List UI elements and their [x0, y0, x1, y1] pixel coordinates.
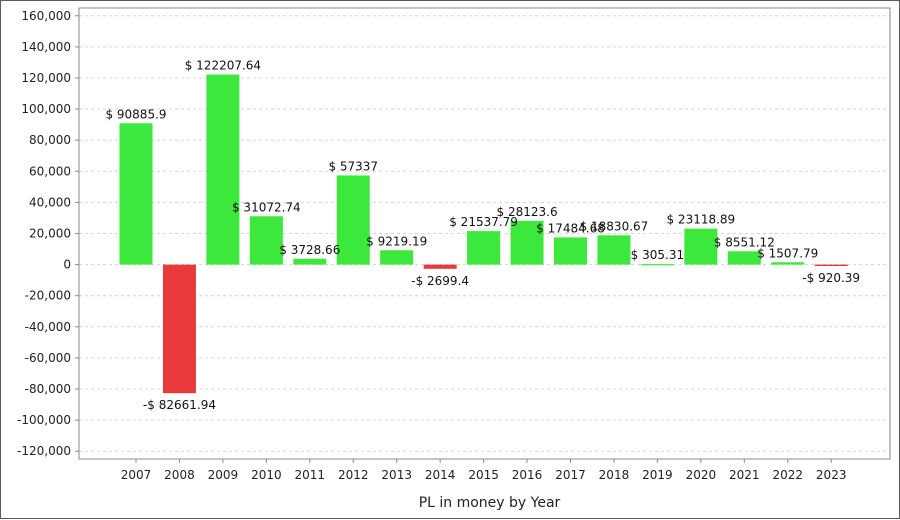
- x-tick-label: 2016: [512, 468, 543, 482]
- y-tick-label: -60,000: [25, 351, 71, 365]
- data-label-2017: $ 17484.68: [536, 221, 605, 235]
- x-tick-label: 2008: [164, 468, 195, 482]
- y-tick-label: 60,000: [29, 164, 71, 178]
- data-label-2021: $ 8551.12: [714, 235, 775, 249]
- y-tick-label: 80,000: [29, 133, 71, 147]
- data-label-2014: -$ 2699.4: [411, 274, 469, 288]
- y-tick-label: 140,000: [21, 40, 71, 54]
- bar-2013: [380, 250, 414, 265]
- bar-2014: [423, 264, 457, 269]
- x-tick-label: 2019: [642, 468, 673, 482]
- x-axis-ticks: 2007 2008 2009 2010 2011 2012 2013 2014 2015 2016…: [121, 459, 847, 482]
- x-tick-label: 2014: [425, 468, 456, 482]
- y-tick-label: 20,000: [29, 227, 71, 241]
- bar-2022: [771, 262, 805, 265]
- y-tick-label: 160,000: [21, 9, 71, 23]
- x-tick-label: 2007: [121, 468, 152, 482]
- bar-2015: [467, 231, 501, 265]
- x-tick-label: 2018: [599, 468, 630, 482]
- y-tick-label: 120,000: [21, 71, 71, 85]
- y-tick-label: 0: [63, 258, 71, 272]
- data-label-2011: $ 3728.66: [279, 243, 340, 257]
- y-tick-label: -100,000: [17, 413, 71, 427]
- data-label-2007: $ 90885.9: [105, 107, 166, 121]
- x-tick-label: 2017: [555, 468, 586, 482]
- y-tick-label: 100,000: [21, 102, 71, 116]
- x-tick-label: 2013: [381, 468, 412, 482]
- x-tick-label: 2023: [816, 468, 847, 482]
- data-label-2018: $ 18830.67: [580, 219, 649, 233]
- bar-2010: [249, 216, 283, 265]
- data-label-2016: $ 28123.6: [497, 205, 558, 219]
- bar-2021: [727, 251, 761, 265]
- data-label-2015: $ 21537.79: [449, 215, 518, 229]
- y-tick-label: -120,000: [17, 444, 71, 458]
- bar-2007: [119, 123, 153, 265]
- y-axis-ticks: 160,000 140,000 120,000 100,000 80,000 60,000…: [17, 9, 79, 458]
- bar-2017: [554, 237, 587, 265]
- y-tick-label: 40,000: [29, 195, 71, 209]
- y-tick-label: -80,000: [25, 382, 71, 396]
- bar-2012: [336, 175, 370, 265]
- bars: [119, 74, 848, 394]
- x-tick-label: 2020: [686, 468, 717, 482]
- bar-2009: [206, 74, 240, 265]
- data-label-2023: -$ 920.39: [802, 271, 860, 285]
- x-tick-label: 2009: [208, 468, 239, 482]
- data-labels: $ 90885.9 -$ 82661.94 $ 122207.64 $ 31072.7…: [105, 59, 860, 413]
- data-label-2020: $ 23118.89: [666, 213, 735, 227]
- bar-2011: [293, 258, 327, 265]
- data-label-2012: $ 57337: [328, 159, 378, 173]
- data-label-2013: $ 9219.19: [366, 234, 427, 248]
- x-tick-label: 2021: [729, 468, 760, 482]
- y-tick-label: -20,000: [25, 289, 71, 303]
- bar-2019: [640, 264, 674, 266]
- x-tick-label: 2022: [772, 468, 803, 482]
- bar-2023: [814, 264, 848, 267]
- data-label-2008: -$ 82661.94: [143, 398, 216, 412]
- x-tick-label: 2010: [251, 468, 282, 482]
- data-label-2010: $ 31072.74: [232, 200, 301, 214]
- data-label-2019: $ 305.31: [631, 248, 684, 262]
- x-tick-label: 2011: [295, 468, 326, 482]
- bar-2008: [162, 264, 196, 394]
- y-tick-label: -40,000: [25, 320, 71, 334]
- bar-2018: [597, 235, 631, 265]
- x-tick-label: 2015: [468, 468, 499, 482]
- x-axis-title: PL in money by Year: [419, 495, 561, 511]
- bar-2016: [510, 220, 544, 265]
- data-label-2009: $ 122207.64: [185, 59, 261, 73]
- x-tick-label: 2012: [338, 468, 369, 482]
- bar-2020: [684, 228, 718, 265]
- data-label-2022: $ 1507.79: [757, 246, 818, 260]
